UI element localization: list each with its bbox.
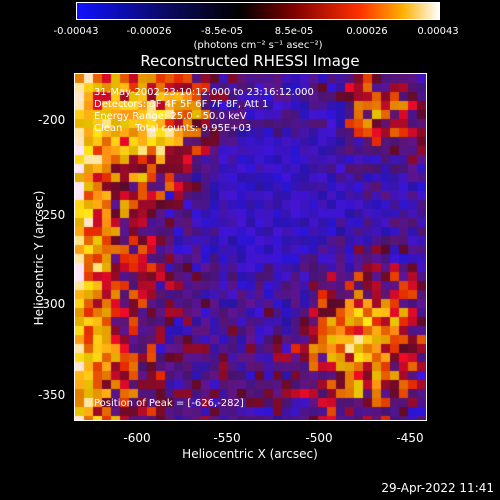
info-detectors: Detectors: 3F 4F 5F 6F 7F 8F, Att 1 — [94, 99, 269, 110]
x-tick-label: -600 — [123, 431, 151, 445]
colorbar-units: (photons cm⁻² s⁻¹ asec⁻²) — [193, 40, 323, 51]
y-tick-label: -350 — [38, 388, 66, 402]
x-axis-label: Heliocentric X (arcsec) — [182, 447, 318, 461]
colorbar — [76, 2, 440, 20]
colorbar-tick-label: 8.5e-05 — [274, 26, 314, 37]
peak-position-label: Position of Peak = [-626,-282] — [94, 398, 244, 409]
info-energy-range: Energy Range: 25.0 - 50.0 keV — [94, 111, 247, 122]
y-tick-label: -200 — [38, 113, 66, 127]
image-plot-area — [74, 73, 427, 421]
timestamp: 29-Apr-2022 11:41 — [381, 481, 494, 495]
y-axis-label: Heliocentric Y (arcsec) — [31, 190, 46, 326]
colorbar-tick-label: 0.00026 — [346, 26, 388, 37]
info-time-range: 31-May-2002 23:10:12.000 to 23:16:12.000 — [94, 87, 314, 98]
x-tick-label: -550 — [213, 431, 241, 445]
x-tick-label: -450 — [396, 431, 424, 445]
colorbar-tick-label: -0.00043 — [53, 26, 99, 37]
colorbar-tick-label: -8.5e-05 — [201, 26, 243, 37]
colorbar-tick-label: -0.00026 — [126, 26, 172, 37]
rhessi-image-heatmap — [75, 74, 426, 420]
colorbar-tick-label: 0.00043 — [417, 26, 459, 37]
x-tick-label: -500 — [305, 431, 333, 445]
y-tick-label: -250 — [38, 208, 66, 222]
info-total-counts: Clean Total counts: 9.95E+03 — [94, 123, 252, 134]
image-title: Reconstructed RHESSI Image — [140, 52, 360, 70]
y-tick-label: -300 — [38, 297, 66, 311]
